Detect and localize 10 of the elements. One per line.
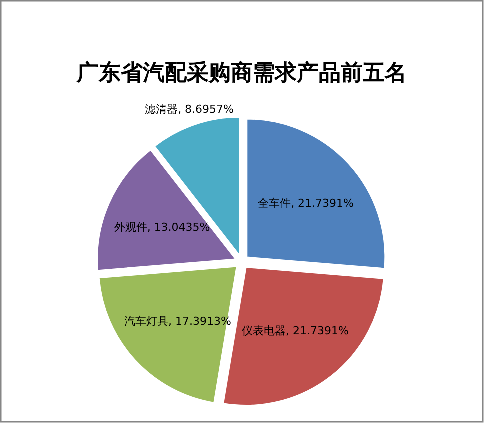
- data-label: , 21.7391%: [291, 197, 354, 210]
- data-label: , 21.7391%: [286, 324, 349, 338]
- slice-label: 汽车灯具: [124, 314, 168, 328]
- chart-title: 广东省汽配采购商需求产品前五名: [76, 60, 407, 86]
- slice-label: 全车件: [258, 197, 292, 210]
- data-label: , 8.6957%: [178, 103, 234, 116]
- slice-label: 仪表电器: [242, 324, 286, 338]
- slice-label: 外观件: [114, 221, 148, 234]
- slice-label: 滤清器: [145, 103, 178, 116]
- data-label: , 13.0435%: [147, 221, 210, 234]
